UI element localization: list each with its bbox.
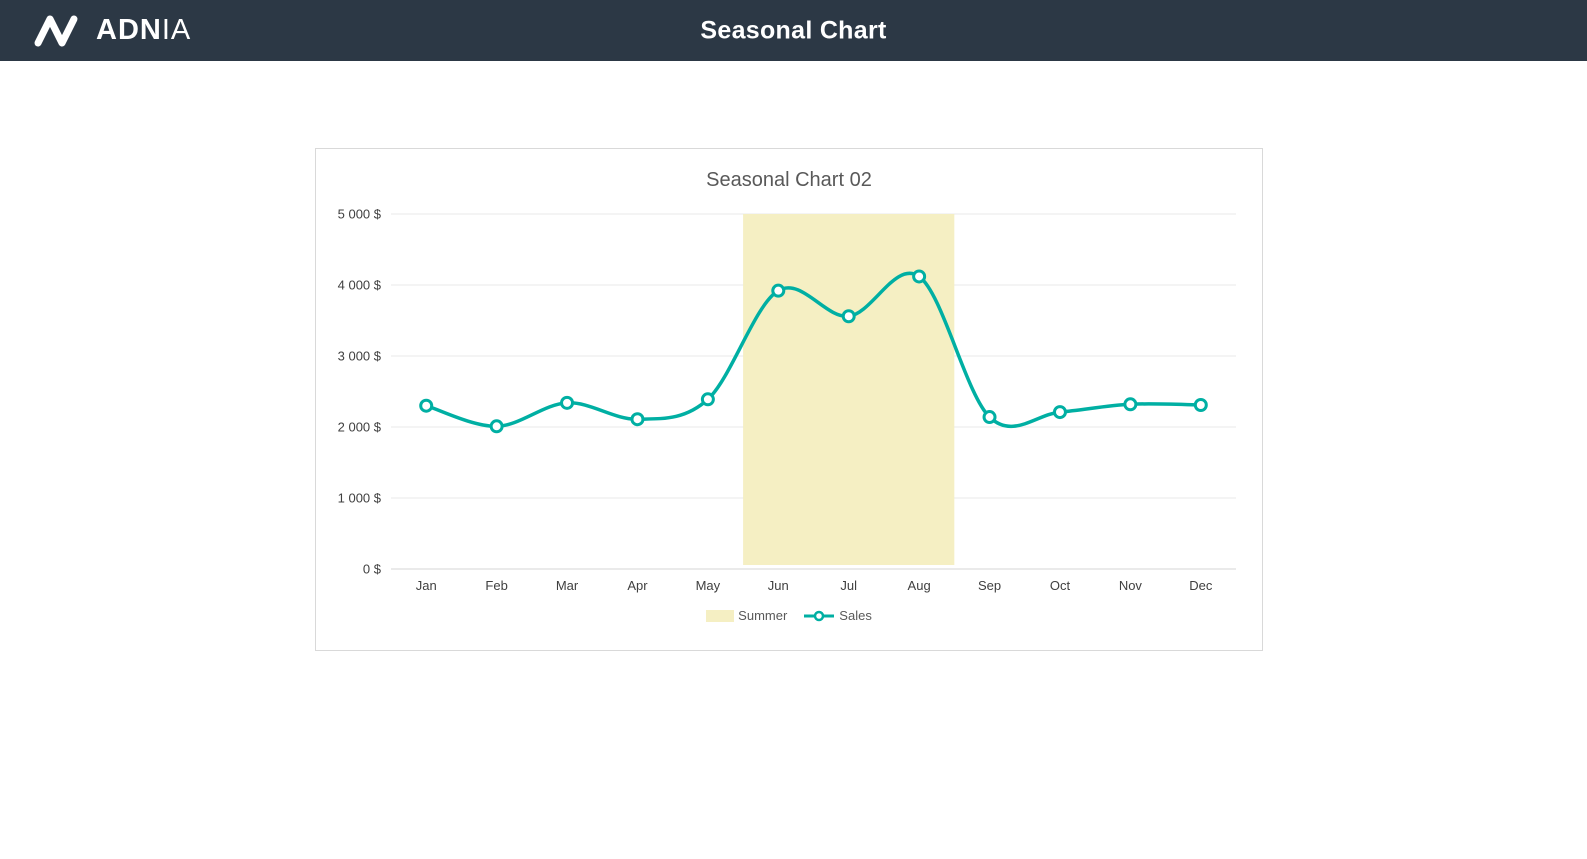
sales-data-point [1193,397,1208,412]
x-axis-month-label: Nov [1119,578,1143,593]
sales-data-point [771,283,786,298]
y-axis-tick-label: 5 000 $ [338,207,382,222]
sales-data-point [700,392,715,407]
summer-band-area [743,214,955,565]
sales-data-point [841,309,856,324]
chart-card: Seasonal Chart 02 0 $ 1 000 $ 2 000 $ 3 000… [315,148,1263,651]
legend-label-sales: Sales [839,608,872,623]
x-axis-month-label: Apr [627,578,648,593]
brand-name: ADNIA [96,16,191,45]
legend-label-summer: Summer [738,608,788,623]
x-axis-month-label: Feb [485,578,507,593]
sales-data-point [912,269,927,284]
legend-item-summer: Summer [706,608,787,623]
chart-legend: Summer Sales [316,608,1262,623]
x-axis-month-label: May [696,578,721,593]
legend-marker-sales [804,610,835,621]
sales-data-point [560,395,575,410]
app-header: ADNIA Seasonal Chart [0,0,1587,61]
sales-data-point [489,419,504,434]
chart-title: Seasonal Chart 02 [706,169,872,191]
x-axis-month-label: Oct [1050,578,1071,593]
sales-data-point [982,410,997,425]
page-title: Seasonal Chart [700,16,887,44]
y-axis-tick-label: 3 000 $ [338,349,382,364]
x-axis-month-label: Jun [768,578,789,593]
brand-name-light: IA [161,14,192,46]
x-axis-month-label: Jan [416,578,437,593]
brand-name-bold: ADN [96,14,162,46]
x-axis-month-label: Aug [908,578,931,593]
sales-data-point [419,398,434,413]
x-axis-month-label: Mar [556,578,579,593]
seasonal-line-chart: 0 $ 1 000 $ 2 000 $ 3 000 $ 4 000 $ 5 000 $ Ja… [338,207,1236,593]
adnia-logo-icon [34,15,78,46]
y-axis-tick-label: 1 000 $ [338,491,382,506]
brand-logo: ADNIA [0,14,191,48]
x-axis-month-label: Jul [840,578,857,593]
y-axis-tick-label: 4 000 $ [338,278,382,293]
sales-data-point [1123,397,1138,412]
x-axis-month-label: Dec [1189,578,1213,593]
y-axis-tick-label: 2 000 $ [338,420,382,435]
sales-data-point [630,412,645,427]
legend-item-sales: Sales [803,608,872,623]
x-axis-month-label: Sep [978,578,1001,593]
legend-swatch-summer [706,609,735,622]
y-axis-tick-label: 0 $ [363,562,382,577]
sales-data-point [1052,405,1067,420]
